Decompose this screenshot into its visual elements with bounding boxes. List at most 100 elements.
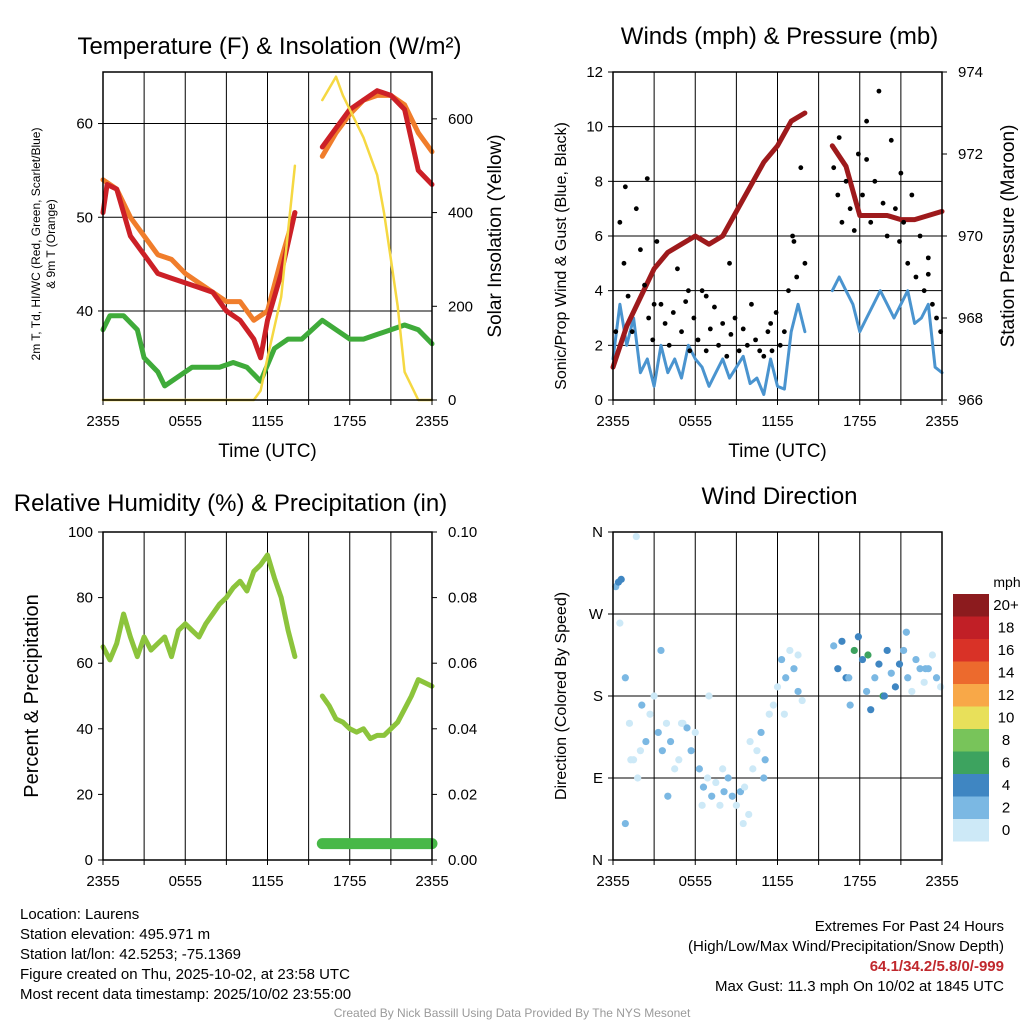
temperature-xtick-label: 2355 — [415, 413, 448, 430]
wind-direction-ytick-label: W — [589, 606, 604, 623]
winds-gust-point — [855, 151, 861, 157]
winds-gust-point — [768, 321, 774, 326]
winds-gust-point — [888, 137, 894, 143]
wind-direction-point — [654, 728, 662, 737]
wind-direction-point — [728, 792, 736, 800]
wind-direction-point — [858, 655, 867, 664]
wind-direction-point — [666, 737, 675, 746]
winds-gust-point — [831, 165, 837, 171]
wind-direction-xtick-label: 1155 — [761, 873, 793, 890]
wind-direction-ytick-label: N — [592, 524, 603, 541]
humidity-xtick-label: 1155 — [251, 873, 283, 890]
wind-direction-point — [765, 710, 773, 718]
winds-gust-point — [679, 329, 684, 335]
temperature-xtick-label: 1755 — [333, 413, 366, 430]
wind-direction-point — [638, 701, 646, 709]
winds-title: Winds (mph) & Pressure (mb) — [621, 23, 938, 50]
wind-direction-point — [745, 810, 753, 819]
winds-gust-point — [901, 219, 907, 225]
wind-direction-point — [875, 660, 883, 668]
wind-direction-point — [642, 737, 650, 746]
winds-gust-point — [740, 326, 746, 332]
wind-direction-xtick-label: 0555 — [679, 873, 712, 890]
winds-gust-point — [864, 157, 870, 162]
wind-direction-point — [845, 674, 853, 682]
wind-direction-point — [928, 651, 937, 659]
winds-gust-point — [836, 135, 842, 141]
temperature-ytick-left-label: 40 — [76, 303, 93, 320]
wind-direction-legend-label: 16 — [998, 642, 1015, 659]
humidity-title: Relative Humidity (%) & Precipitation (i… — [14, 490, 447, 517]
winds-gust-point — [765, 329, 771, 335]
wind-direction-point — [739, 819, 747, 828]
winds-gust-point — [699, 288, 705, 294]
winds-gust-point — [925, 271, 931, 277]
winds-gust-point — [847, 206, 853, 212]
temperature-title: Temperature (F) & Insolation (W/m²) — [77, 33, 461, 60]
credit-line: Created By Nick Bassill Using Data Provi… — [333, 1006, 691, 1020]
winds-xtick-label: 2355 — [596, 413, 629, 430]
wind-direction-legend-swatch — [953, 616, 989, 639]
wind-direction-point — [778, 655, 786, 664]
temperature-ytick-right-label: 400 — [448, 205, 473, 222]
wind-direction-point — [895, 660, 904, 668]
wind-direction-point — [634, 774, 642, 782]
humidity-ytick-left-label: 0 — [85, 852, 93, 869]
wind-direction-legend-swatch — [953, 639, 989, 662]
winds-gust-point — [625, 293, 631, 299]
winds-gust-point — [921, 288, 927, 294]
temperature-xtick-label: 2355 — [86, 413, 119, 430]
winds-gust-point — [872, 178, 878, 184]
winds-gust-point — [798, 165, 804, 171]
wind-direction-point — [834, 665, 842, 673]
winds-gust-point — [651, 301, 657, 307]
wind-direction-point — [741, 783, 749, 791]
wind-direction-legend-swatch — [953, 819, 989, 842]
winds-gust-point — [707, 326, 713, 332]
winds-gust-point — [744, 342, 750, 348]
temperature-series-9m-t — [100, 92, 435, 323]
winds-ytick-left-label: 0 — [595, 392, 603, 409]
wind-direction-point — [664, 792, 672, 800]
wind-direction-point — [621, 819, 629, 828]
winds-gust-point — [712, 304, 717, 310]
wind-direction-point — [769, 701, 777, 709]
wind-direction-legend-swatch — [953, 796, 989, 819]
wind-direction-legend-label: 6 — [1002, 755, 1010, 772]
winds-gust-point — [685, 288, 691, 294]
winds-gust-point — [728, 332, 734, 337]
wind-direction-point — [854, 633, 862, 641]
winds-ytick-left-label: 6 — [595, 228, 603, 245]
wind-direction-point — [691, 728, 699, 737]
winds-ytick-right-label: 974 — [958, 64, 983, 81]
temperature-xtick-label: 1155 — [251, 413, 283, 430]
temperature-series-2m-t — [100, 88, 435, 361]
wind-direction-ytick-label: S — [593, 688, 603, 705]
max-gust: Max Gust: 11.3 mph On 10/02 at 1845 UTC — [714, 978, 1004, 995]
wind-direction-point — [617, 575, 625, 583]
wind-direction-point — [921, 665, 930, 673]
winds-gust-point — [629, 329, 635, 335]
winds-gust-point — [892, 206, 898, 212]
winds-gust-point — [905, 260, 911, 266]
wind-direction-point — [719, 765, 727, 773]
figure-canvas: Temperature (F) & Insolation (W/m²)40506… — [14, 23, 1021, 890]
winds-gust-point — [622, 184, 628, 190]
winds-gust-point — [917, 233, 923, 239]
wind-direction-point — [683, 724, 691, 732]
wind-direction-point — [625, 719, 634, 727]
winds-gust-point — [802, 260, 808, 266]
winds-series-pressure — [610, 110, 945, 370]
recent-data-timestamp: Most recent data timestamp: 2025/10/02 2… — [20, 986, 352, 1003]
wind-direction-legend-swatch — [953, 661, 989, 684]
extremes-heading: Extremes For Past 24 Hours — [814, 918, 1004, 935]
wind-direction-point — [937, 683, 945, 691]
winds-gust-point — [761, 353, 767, 359]
winds-gust-point — [786, 288, 791, 294]
wind-direction-point — [798, 696, 806, 705]
temperature-ytick-left-label: 60 — [76, 116, 93, 133]
temperature-xtick-label: 0555 — [169, 413, 202, 430]
wind-direction-xtick-label: 1755 — [843, 873, 876, 890]
wind-direction-ylabel: Direction (Colored By Speed) — [553, 592, 570, 800]
wind-direction-xtick-label: 2355 — [596, 873, 629, 890]
